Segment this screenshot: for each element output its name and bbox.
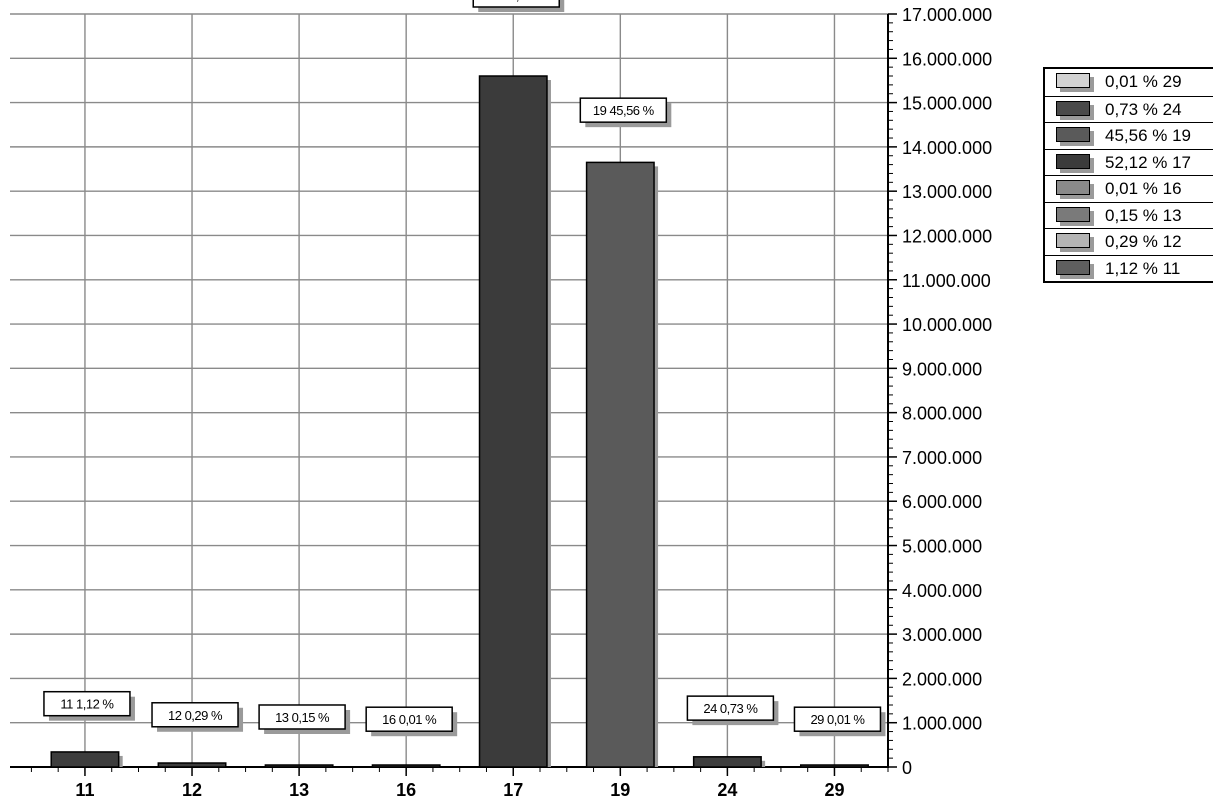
x-tick-label: 12 <box>182 780 202 800</box>
data-label-16: 16 0,01 % <box>365 706 458 737</box>
legend: 0,01 % 29 0,73 % 24 45,56 % 19 52,12 % 17 0,… <box>1043 67 1213 283</box>
y-tick-label: 1.000.000 <box>902 714 982 734</box>
data-label-text: 13 0,15 % <box>275 710 330 725</box>
data-label-box <box>793 706 882 732</box>
data-label-text: 29 0,01 % <box>810 712 865 727</box>
data-label-24: 24 0,73 % <box>686 695 779 726</box>
bar-17 <box>478 75 548 768</box>
legend-swatch <box>1056 259 1090 275</box>
y-tick-label: 11.000.000 <box>902 271 991 291</box>
y-tick-label: 12.000.000 <box>902 226 992 246</box>
x-tick-label: 19 <box>610 780 630 800</box>
legend-swatch <box>1056 73 1090 88</box>
bar-24 <box>692 756 762 768</box>
legend-swatch <box>1056 180 1090 195</box>
y-tick-label: 8.000.000 <box>902 404 982 424</box>
data-label-11: 11 1,12 % <box>43 690 135 721</box>
y-tick-label: 2.000.000 <box>902 669 982 689</box>
data-label-13: 13 0,15 % <box>258 704 351 734</box>
legend-label: 0,73 % 24 <box>1105 99 1182 119</box>
plot-area <box>10 14 888 767</box>
y-tick-label: 17.000.000 <box>902 5 992 25</box>
legend-item: 52,12 % 17 <box>1045 148 1213 176</box>
y-tick-label: 15.000.000 <box>902 94 992 114</box>
y-tick-label: 5.000.000 <box>902 537 982 557</box>
data-label-box <box>151 702 239 728</box>
bar-12 <box>157 762 227 768</box>
x-tick-label: 17 <box>503 780 523 800</box>
data-label-text: 16 0,01 % <box>382 712 437 727</box>
legend-swatch <box>1056 153 1090 169</box>
y-tick-label: 4.000.000 <box>902 581 982 601</box>
legend-label: 0,29 % 12 <box>1105 232 1182 251</box>
legend-label: 0,01 % 16 <box>1105 179 1182 198</box>
bar-16 <box>371 764 441 768</box>
data-label-box <box>472 0 560 8</box>
x-tick-label: 29 <box>824 780 844 800</box>
x-tick-label: 13 <box>289 780 309 800</box>
legend-swatch <box>1056 100 1090 116</box>
data-label-19: 19 45,56 % <box>579 97 672 128</box>
bar-11 <box>50 751 120 768</box>
y-tick-label: 13.000.000 <box>902 182 992 202</box>
data-label-12: 12 0,29 % <box>151 702 244 732</box>
data-label-box <box>579 97 668 123</box>
data-label-box <box>365 706 453 732</box>
data-label-text: 19 45,56 % <box>593 103 655 118</box>
bar-29 <box>799 764 869 768</box>
legend-item: 0,29 % 12 <box>1045 228 1213 255</box>
data-label-box <box>43 690 131 717</box>
data-label-17: 17 52,12 % <box>472 0 565 12</box>
y-tick-label: 7.000.000 <box>902 448 982 468</box>
x-tick-label: 11 <box>75 780 94 800</box>
y-tick-label: 14.000.000 <box>902 138 992 158</box>
legend-label: 52,12 % 17 <box>1105 152 1192 172</box>
legend-item: 0,01 % 16 <box>1045 175 1213 202</box>
data-label-text: 17 52,12 % <box>486 0 548 3</box>
bar-19 <box>585 161 655 768</box>
legend-swatch <box>1056 233 1090 248</box>
y-tick-label: 3.000.000 <box>902 625 982 645</box>
legend-item: 0,01 % 29 <box>1045 69 1213 96</box>
legend-item: 45,56 % 19 <box>1045 122 1213 149</box>
y-tick-label: 9.000.000 <box>902 359 982 379</box>
data-label-box <box>686 695 775 721</box>
legend-item: 0,73 % 24 <box>1045 95 1213 123</box>
data-label-text: 12 0,29 % <box>168 708 223 723</box>
legend-label: 45,56 % 19 <box>1105 126 1192 145</box>
legend-label: 1,12 % 11 <box>1105 258 1181 278</box>
legend-label: 0,01 % 29 <box>1105 72 1182 91</box>
x-tick-label: 16 <box>396 780 416 800</box>
data-label-text: 24 0,73 % <box>703 701 758 716</box>
legend-swatch <box>1056 127 1090 142</box>
legend-item: 0,15 % 13 <box>1045 201 1213 229</box>
data-label-box <box>258 704 346 730</box>
y-tick-label: 0 <box>902 758 912 778</box>
x-tick-label: 24 <box>717 780 737 800</box>
y-tick-label: 16.000.000 <box>902 49 992 69</box>
y-tick-label: 6.000.000 <box>902 492 982 512</box>
y-tick-label: 10.000.000 <box>902 315 992 335</box>
bar-13 <box>264 764 334 768</box>
legend-item: 1,12 % 11 <box>1045 254 1213 282</box>
data-label-29: 29 0,01 % <box>793 706 886 737</box>
data-label-text: 11 1,12 % <box>60 697 114 712</box>
legend-label: 0,15 % 13 <box>1105 205 1182 225</box>
legend-swatch <box>1056 206 1090 222</box>
